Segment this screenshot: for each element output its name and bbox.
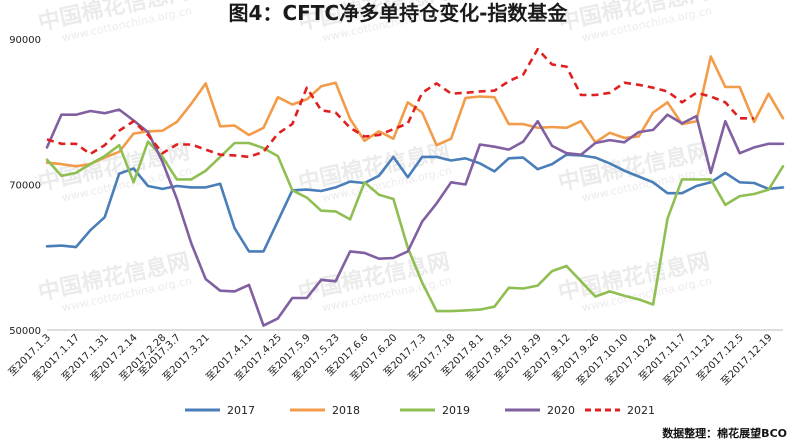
x-axis: 至2017.1.3至2017.1.17至2017.1.31至2017.2.14至… [6,329,783,388]
source-note: 数据整理：棉花展望BCO [662,426,787,440]
plot-area [45,47,785,327]
legend-label-2018: 2018 [332,404,360,417]
legend-label-2019: 2019 [442,404,470,417]
legend-label-2020: 2020 [547,404,575,417]
legend-label-2017: 2017 [227,404,255,417]
y-axis: 50000 70000 90000 [9,35,41,337]
chart-title: 图4：CFTC净多单持仓变化-指数基金 [229,1,569,25]
x-tick-label: 至2017.10.24 [603,332,659,388]
x-tick-label: 至2017.10.10 [574,332,630,388]
series-line-2019 [45,140,785,313]
series-line-2020 [45,108,785,327]
y-tick-label: 70000 [9,181,41,192]
y-tick-label: 90000 [9,35,41,46]
x-tick-label: 至2017.12.19 [719,332,775,388]
series-line-2021 [46,47,755,159]
x-tick-label: 至2017.11.21 [661,332,717,388]
legend-label-2021: 2021 [627,404,655,417]
legend: 2017 2018 2019 2020 2021 [185,404,655,417]
series-line-2017 [45,153,785,253]
y-tick-label: 50000 [9,326,41,337]
